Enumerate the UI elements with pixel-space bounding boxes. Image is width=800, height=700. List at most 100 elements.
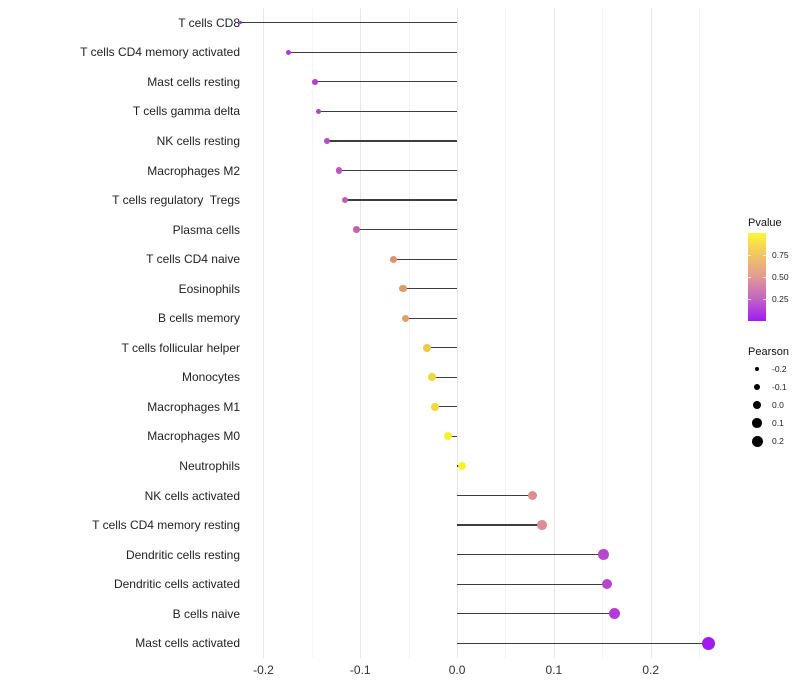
lollipop-dot [430, 402, 439, 411]
category-label: B cells memory [157, 311, 240, 326]
pearson-legend-label: 0.2 [772, 436, 784, 446]
pvalue-tick-mark [763, 255, 766, 256]
category-label: T cells follicular helper [121, 340, 241, 355]
pvalue-tick-mark [748, 277, 751, 278]
pvalue-tick-label: 0.75 [772, 250, 789, 260]
category-label: Monocytes [181, 370, 240, 385]
lollipop-stem [338, 169, 458, 172]
lollipop-stem [434, 406, 458, 408]
lollipop-dot [597, 549, 609, 560]
pearson-legend-dot [753, 401, 761, 409]
category-label: Macrophages M2 [147, 163, 240, 178]
lollipop-stem [457, 524, 543, 526]
lollipop-stem [457, 583, 608, 585]
lollipop-dot [702, 636, 716, 650]
pvalue-tick-label: 0.50 [772, 272, 789, 282]
lollipop-stem [405, 317, 458, 319]
lollipop-stem [457, 613, 615, 615]
major-gridline [360, 8, 362, 658]
x-tick-label: 0.0 [448, 663, 466, 677]
minor-gridline [408, 8, 410, 658]
lollipop-stem [457, 494, 533, 497]
category-label: T cells regulatory Tregs [112, 193, 240, 208]
category-label: Dendritic cells activated [113, 577, 240, 592]
category-label: NK cells resting [156, 133, 240, 148]
lollipop-dot [286, 49, 292, 55]
pearson-legend-dot [752, 418, 762, 428]
pearson-legend-dot [751, 435, 763, 447]
pearson-legend-label: -0.2 [772, 364, 787, 374]
minor-gridline [699, 8, 701, 658]
lollipop-stem [457, 553, 604, 556]
lollipop-dot [423, 343, 431, 352]
lollipop-dot [324, 138, 331, 144]
lollipop-stem [427, 347, 458, 349]
lollipop-dot [601, 578, 613, 590]
pvalue-tick-mark [748, 299, 751, 300]
lollipop-stem [314, 81, 458, 83]
minor-gridline [505, 8, 507, 658]
minor-gridline [311, 8, 313, 658]
lollipop-stem [402, 288, 458, 290]
category-label: T cells CD4 memory activated [80, 45, 240, 60]
category-label: Mast cells activated [135, 636, 240, 651]
lollipop-dot [527, 490, 538, 501]
x-tick-label: 0.2 [642, 663, 660, 677]
pvalue-gradient-bar [748, 233, 766, 321]
lollipop-dot [315, 108, 322, 115]
lollipop-dot [402, 314, 410, 322]
pvalue-legend-title: Pvalue [748, 217, 782, 229]
category-label: Neutrophils [179, 458, 240, 473]
category-label: T cells CD4 memory resting [92, 518, 240, 533]
lollipop-dot [444, 432, 453, 441]
lollipop-stem [327, 140, 458, 142]
pearson-legend-dot [753, 383, 761, 391]
lollipop-dot [238, 21, 242, 25]
category-label: Plasma cells [172, 222, 240, 237]
pearson-legend-dot [754, 366, 760, 372]
pearson-legend-title: Pearson [748, 346, 789, 358]
lollipop-stem [344, 199, 458, 201]
category-label: Mast cells resting [147, 74, 240, 89]
lollipop-stem [448, 435, 458, 437]
pvalue-tick-mark [763, 277, 766, 278]
lollipop-dot [311, 79, 318, 85]
category-label: T cells gamma delta [132, 104, 240, 119]
category-label: B cells naive [172, 606, 240, 621]
x-tick-label: -0.2 [253, 663, 274, 677]
lollipop-stem [240, 22, 458, 24]
category-label: NK cells activated [144, 488, 240, 503]
major-gridline [650, 8, 652, 658]
lollipop-dot [335, 167, 342, 174]
x-tick-label: -0.1 [349, 663, 371, 677]
minor-gridline [602, 8, 604, 658]
category-label: T cells CD8 [178, 15, 240, 30]
major-gridline [457, 8, 459, 658]
category-label: Eosinophils [178, 281, 240, 296]
pvalue-tick-mark [748, 255, 751, 256]
lollipop-dot [537, 520, 548, 530]
lollipop-dot [428, 373, 436, 382]
pearson-legend-label: -0.1 [772, 382, 787, 392]
category-label: T cells CD4 naive [146, 252, 240, 267]
major-gridline [553, 8, 555, 658]
category-label: Macrophages M1 [147, 399, 240, 414]
lollipop-stem [431, 376, 458, 378]
major-gridline [263, 8, 265, 658]
pvalue-tick-mark [763, 299, 766, 300]
pearson-legend-label: 0.1 [772, 418, 784, 428]
lollipop-dot [389, 255, 397, 263]
lollipop-dot [399, 285, 407, 293]
x-tick-label: 0.1 [545, 663, 563, 677]
lollipop-stem [288, 51, 458, 53]
lollipop-stem [393, 258, 458, 260]
lollipop-stem [457, 642, 709, 644]
lollipop-dot [609, 608, 621, 620]
pearson-legend-label: 0.0 [772, 400, 784, 410]
pvalue-tick-label: 0.25 [772, 294, 789, 304]
lollipop-dot [457, 461, 467, 471]
lollipop-dot [341, 196, 348, 204]
lollipop-stem [356, 228, 458, 231]
